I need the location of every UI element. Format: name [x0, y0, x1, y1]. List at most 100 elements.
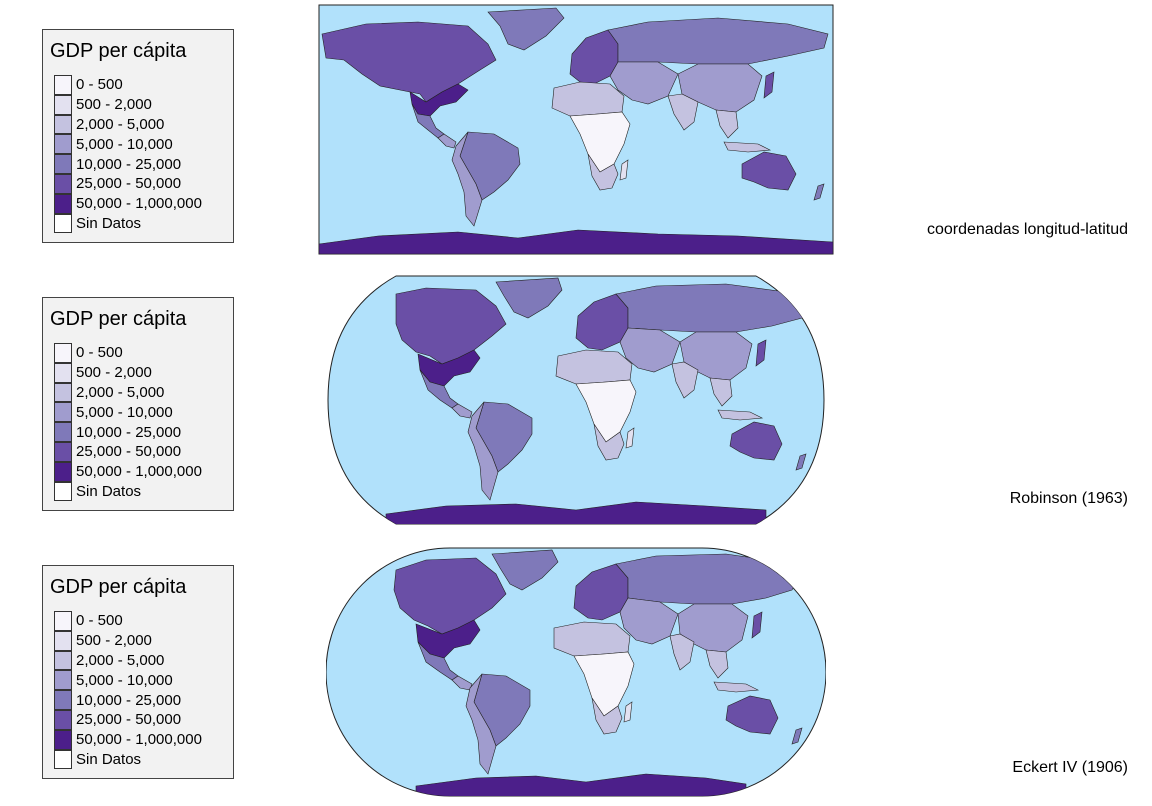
region-antarctica: [385, 501, 767, 524]
region-se-asia: [705, 649, 729, 679]
legend-item: 50,000 - 1,000,000: [54, 461, 202, 482]
region-new-zealand: [791, 727, 803, 745]
legend: GDP per cápita 0 - 500 500 - 2,000 2,000…: [42, 29, 234, 243]
countries: [385, 277, 811, 524]
legend-title: GDP per cápita: [50, 40, 187, 62]
region-north-africa: [555, 349, 633, 385]
legend-label: 25,000 - 50,000: [76, 711, 182, 729]
region-madagascar: [625, 427, 635, 449]
region-antarctica: [319, 229, 833, 254]
legend-item: Sin Datos: [54, 481, 202, 502]
legend-item: 25,000 - 50,000: [54, 441, 202, 462]
region-japan: [751, 611, 763, 639]
legend-label: Sin Datos: [76, 214, 142, 232]
region-india: [667, 93, 699, 131]
legend-label: 25,000 - 50,000: [76, 443, 182, 461]
legend-label: 5,000 - 10,000: [76, 135, 173, 153]
legend: GDP per cápita 0 - 500 500 - 2,000 2,000…: [42, 297, 234, 511]
legend-item: 0 - 500: [54, 611, 202, 631]
legend-swatch: [54, 441, 72, 462]
region-indonesia: [723, 141, 772, 153]
legend-swatch: [54, 134, 72, 155]
legend-label: 500 - 2,000: [76, 632, 152, 650]
legend-item: 25,000 - 50,000: [54, 709, 202, 730]
legend-swatch: [54, 213, 72, 234]
legend-item: 2,000 - 5,000: [54, 650, 202, 671]
region-greenland: [491, 549, 559, 591]
region-japan: [755, 339, 767, 367]
map-panel-robinson: GDP per cápita 0 - 500 500 - 2,000 2,000…: [0, 268, 1152, 536]
world-map-eckert: [326, 547, 826, 797]
legend-label: 0 - 500: [76, 76, 123, 94]
region-central-america: [437, 133, 457, 149]
legend-items: 0 - 500 500 - 2,000 2,000 - 5,000 5,000 …: [54, 611, 202, 770]
region-indonesia: [713, 681, 760, 693]
legend-item: 2,000 - 5,000: [54, 114, 202, 135]
region-se-asia: [709, 377, 733, 407]
legend-item: Sin Datos: [54, 749, 202, 770]
legend-label: 5,000 - 10,000: [76, 671, 173, 689]
legend-item: 5,000 - 10,000: [54, 402, 202, 423]
legend-swatch: [54, 630, 72, 651]
region-central-africa: [569, 111, 631, 173]
legend-item: 0 - 500: [54, 75, 202, 95]
world-map-robinson: [327, 275, 825, 525]
legend-label: 10,000 - 25,000: [76, 691, 182, 709]
legend-swatch: [54, 94, 72, 115]
region-andes: [451, 131, 483, 227]
legend-item: Sin Datos: [54, 213, 202, 234]
legend-swatch: [54, 611, 72, 631]
region-india: [669, 633, 695, 671]
legend-swatch: [54, 402, 72, 423]
legend-swatch: [54, 75, 72, 95]
legend-item: 2,000 - 5,000: [54, 382, 202, 403]
map-panel-eckert: GDP per cápita 0 - 500 500 - 2,000 2,000…: [0, 536, 1152, 804]
region-central-america: [451, 403, 473, 419]
legend-swatch: [54, 173, 72, 194]
legend: GDP per cápita 0 - 500 500 - 2,000 2,000…: [42, 565, 234, 779]
legend-item: 25,000 - 50,000: [54, 173, 202, 194]
region-indonesia: [717, 409, 764, 421]
legend-label: 10,000 - 25,000: [76, 423, 182, 441]
legend-label: 10,000 - 25,000: [76, 155, 182, 173]
legend-swatch: [54, 422, 72, 442]
legend-swatch: [54, 481, 72, 502]
legend-label: 2,000 - 5,000: [76, 115, 165, 133]
legend-items: 0 - 500 500 - 2,000 2,000 - 5,000 5,000 …: [54, 343, 202, 502]
projection-caption: Eckert IV (1906): [1012, 759, 1128, 776]
legend-label: 25,000 - 50,000: [76, 175, 182, 193]
region-central-africa: [573, 651, 635, 717]
legend-title: GDP per cápita: [50, 576, 187, 598]
legend-label: 2,000 - 5,000: [76, 383, 165, 401]
region-central-africa: [575, 379, 637, 443]
region-antarctica: [415, 773, 747, 796]
region-greenland: [487, 7, 565, 51]
projection-caption: coordenadas longitud-latitud: [926, 221, 1128, 238]
region-new-zealand: [795, 453, 807, 471]
legend-label: 0 - 500: [76, 612, 123, 630]
legend-swatch: [54, 650, 72, 671]
region-australia: [741, 151, 797, 191]
legend-swatch: [54, 382, 72, 403]
legend-swatch: [54, 670, 72, 691]
legend-label: 500 - 2,000: [76, 96, 152, 114]
legend-swatch: [54, 193, 72, 214]
legend-item: 10,000 - 25,000: [54, 154, 202, 174]
legend-item: 50,000 - 1,000,000: [54, 729, 202, 750]
legend-item: 5,000 - 10,000: [54, 134, 202, 155]
region-india: [671, 361, 699, 399]
legend-swatch: [54, 461, 72, 482]
region-andes: [467, 401, 499, 501]
legend-swatch: [54, 362, 72, 383]
legend-item: 10,000 - 25,000: [54, 690, 202, 710]
legend-item: 500 - 2,000: [54, 94, 202, 115]
legend-label: 2,000 - 5,000: [76, 651, 165, 669]
legend-item: 500 - 2,000: [54, 630, 202, 651]
region-madagascar: [623, 701, 633, 723]
legend-title: GDP per cápita: [50, 308, 187, 330]
legend-item: 50,000 - 1,000,000: [54, 193, 202, 214]
map-panel-longlat: GDP per cápita 0 - 500 500 - 2,000 2,000…: [0, 0, 1152, 268]
legend-label: 50,000 - 1,000,000: [76, 731, 202, 749]
legend-swatch: [54, 729, 72, 750]
region-andes: [465, 673, 497, 775]
